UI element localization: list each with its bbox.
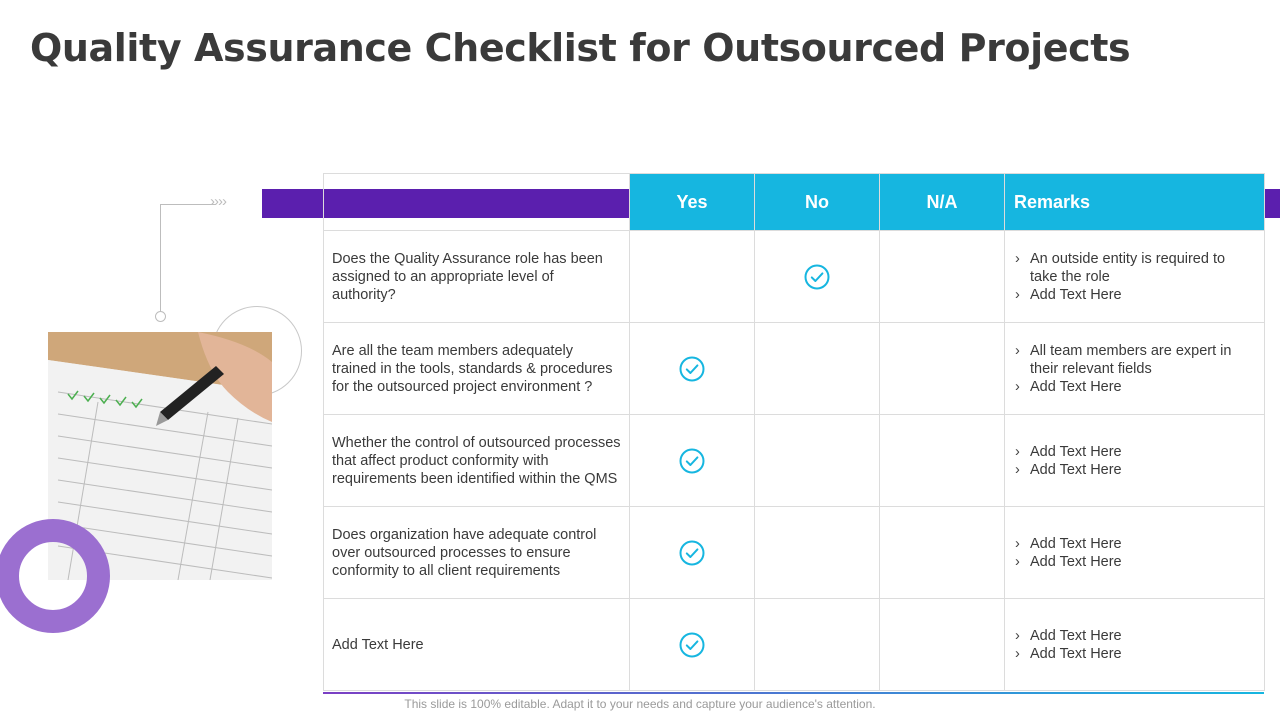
remarks-column-header: Remarks: [1004, 173, 1265, 231]
table-bottom-accent: [323, 692, 1264, 694]
remark-item: Add Text Here: [1013, 461, 1256, 479]
remark-item: Add Text Here: [1013, 553, 1256, 571]
connector-dot: [155, 311, 166, 322]
checkmark-circle-icon: [679, 632, 705, 657]
remark-item: Add Text Here: [1013, 627, 1256, 645]
purple-band-right: [1262, 189, 1280, 218]
table-header-row: Yes No N/A Remarks: [323, 173, 1265, 231]
no-cell: [754, 598, 880, 691]
remarks-cell: All team members are expert in their rel…: [1004, 322, 1265, 415]
checkmark-circle-icon: [804, 264, 830, 289]
footer-note: This slide is 100% editable. Adapt it to…: [404, 697, 876, 711]
yes-cell: [629, 506, 755, 599]
remark-item: Add Text Here: [1013, 286, 1256, 304]
remark-item: Add Text Here: [1013, 378, 1256, 396]
table-row: Whether the control of outsourced proces…: [323, 414, 1265, 507]
question-cell: Are all the team members adequately trai…: [323, 322, 630, 415]
question-cell: Add Text Here: [323, 598, 630, 691]
remarks-cell: An outside entity is required to take th…: [1004, 230, 1265, 323]
remark-item: Add Text Here: [1013, 443, 1256, 461]
na-cell: [879, 506, 1005, 599]
na-cell: [879, 414, 1005, 507]
remark-item: All team members are expert in their rel…: [1013, 342, 1256, 378]
table-row: Are all the team members adequately trai…: [323, 322, 1265, 415]
no-cell: [754, 506, 880, 599]
connector-line-horizontal: [160, 204, 216, 205]
no-cell: [754, 414, 880, 507]
question-column-header: [323, 173, 630, 231]
remark-item: Add Text Here: [1013, 535, 1256, 553]
checkmark-circle-icon: [679, 540, 705, 565]
qa-checklist-table: Yes No N/A Remarks Does the Quality Assu…: [323, 173, 1265, 691]
yes-cell: [629, 230, 755, 323]
checkmark-circle-icon: [679, 448, 705, 473]
no-cell: [754, 230, 880, 323]
checkmark-circle-icon: [679, 356, 705, 381]
table-row: Does the Quality Assurance role has been…: [323, 230, 1265, 323]
question-cell: Does organization have adequate control …: [323, 506, 630, 599]
yes-cell: [629, 322, 755, 415]
yes-cell: [629, 414, 755, 507]
na-cell: [879, 598, 1005, 691]
no-cell: [754, 322, 880, 415]
na-column-header: N/A: [879, 173, 1005, 231]
na-cell: [879, 322, 1005, 415]
yes-column-header: Yes: [629, 173, 755, 231]
question-cell: Does the Quality Assurance role has been…: [323, 230, 630, 323]
no-column-header: No: [754, 173, 880, 231]
table-row: Does organization have adequate control …: [323, 506, 1265, 599]
decorative-purple-ring: [0, 519, 110, 633]
page-title: Quality Assurance Checklist for Outsourc…: [30, 26, 1131, 70]
question-cell: Whether the control of outsourced proces…: [323, 414, 630, 507]
na-cell: [879, 230, 1005, 323]
remark-item: An outside entity is required to take th…: [1013, 250, 1256, 286]
remark-item: Add Text Here: [1013, 645, 1256, 663]
yes-cell: [629, 598, 755, 691]
chevrons-right-icon: ››››: [210, 193, 227, 210]
connector-line-vertical: [160, 204, 161, 314]
